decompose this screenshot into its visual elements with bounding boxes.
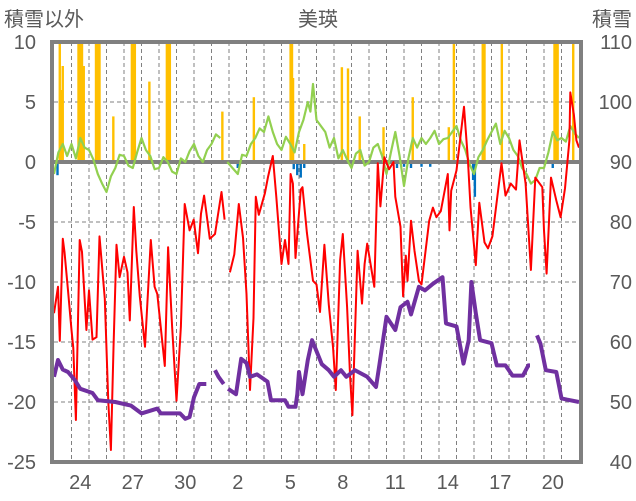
line-series xyxy=(52,82,580,451)
precipitation-bar xyxy=(303,144,306,162)
left-y-tick-label: -25 xyxy=(7,452,36,474)
precipitation-bar xyxy=(112,116,115,162)
x-tick-label: 8 xyxy=(337,472,348,494)
precipitation-bar xyxy=(411,97,414,162)
right-y-tick-label: 110 xyxy=(600,32,632,54)
precipitation-bar xyxy=(556,42,559,162)
temperature-line xyxy=(53,191,226,451)
negative-bar xyxy=(395,162,399,168)
negative-bar xyxy=(296,162,299,176)
negative-bar xyxy=(303,162,306,168)
precipitation-bar xyxy=(291,78,295,162)
precipitation-bar xyxy=(289,42,292,162)
x-tick-label: 5 xyxy=(285,472,296,494)
left-y-tick-label: -15 xyxy=(7,332,36,354)
right-y-tick-label: 80 xyxy=(610,212,632,234)
x-tick-label: 30 xyxy=(174,472,196,494)
precipitation-bar xyxy=(340,67,344,162)
precipitation-bar xyxy=(82,66,85,162)
precipitation-bar xyxy=(252,97,256,162)
negative-bar xyxy=(409,162,413,168)
snow-depth-line xyxy=(213,369,226,386)
left-y-tick-label: 5 xyxy=(25,92,36,114)
precipitation-bar xyxy=(167,42,170,162)
precipitation-bar xyxy=(221,111,224,162)
x-tick-label: 2 xyxy=(232,472,243,494)
precipitation-bar xyxy=(96,42,99,162)
x-tick-label: 24 xyxy=(69,472,91,494)
x-tick-label: 11 xyxy=(385,472,406,494)
right-y-tick-label: 90 xyxy=(610,152,632,174)
precipitation-bar xyxy=(79,42,82,162)
negative-bar xyxy=(299,162,302,178)
precipitation-bar xyxy=(165,42,169,162)
precipitation-bar xyxy=(555,42,558,162)
precipitation-bar xyxy=(58,42,61,162)
x-tick-label: 20 xyxy=(542,472,564,494)
right-y-tick-label: 50 xyxy=(610,392,632,414)
negative-bar xyxy=(292,162,295,170)
negative-bar xyxy=(402,162,406,167)
precipitation-bar xyxy=(130,42,134,162)
precipitation-bar xyxy=(94,42,98,162)
green-series-line xyxy=(52,133,221,194)
x-tick-label: 27 xyxy=(122,472,144,494)
precipitation-bar xyxy=(481,42,484,162)
negative-bar xyxy=(236,162,239,168)
right-y-tick-label: 100 xyxy=(599,92,632,114)
precipitation-bar xyxy=(500,42,504,162)
snow-depth-line xyxy=(52,358,207,421)
negative-bar xyxy=(551,162,554,168)
left-y-tick-label: -10 xyxy=(7,272,36,294)
right-y-tick-label: 70 xyxy=(610,272,632,294)
left-axis-title: 積雪以外 xyxy=(4,8,84,31)
negative-bar xyxy=(56,162,59,176)
x-tick-labels: 24 27 30 2 5 8 11 14 17 20 xyxy=(69,472,564,494)
left-y-tick-label: 0 xyxy=(25,152,36,174)
chart-title: 美瑛 xyxy=(298,8,338,31)
left-y-tick-label: 10 xyxy=(14,32,36,54)
x-tick-label: 14 xyxy=(437,472,459,494)
precipitation-bar xyxy=(168,42,172,162)
right-y-tick-label: 60 xyxy=(610,332,632,354)
precipitation-bar xyxy=(61,66,64,162)
precipitation-bar xyxy=(346,68,350,162)
precipitation-bar xyxy=(572,42,575,162)
temperature-line xyxy=(228,91,580,417)
precipitation-bar xyxy=(148,81,151,162)
negative-bar xyxy=(420,162,423,167)
precipitation-bar xyxy=(132,42,135,162)
left-y-tick-label: -20 xyxy=(7,392,36,414)
right-y-tick-label: 40 xyxy=(610,452,632,474)
precipitation-bar xyxy=(98,42,101,162)
x-tick-label: 17 xyxy=(489,472,511,494)
precipitation-bar xyxy=(133,42,137,162)
green-series-line xyxy=(226,82,580,188)
left-y-tick-label: -5 xyxy=(18,212,36,234)
right-y-tick-labels: 110 100 90 80 70 60 50 40 xyxy=(599,32,632,474)
precipitation-bar xyxy=(452,42,456,162)
negative-bar xyxy=(473,162,477,197)
precipitation-bar xyxy=(447,127,450,162)
plot-frame xyxy=(50,40,583,464)
snow-depth-line xyxy=(535,334,580,404)
negative-bar xyxy=(429,162,432,167)
precipitation-bar xyxy=(382,127,385,162)
left-y-tick-labels: 10 5 0 -5 -10 -15 -20 -25 xyxy=(7,32,36,474)
precipitation-bar xyxy=(358,116,361,162)
precipitation-bar xyxy=(80,42,84,162)
precipitation-bar xyxy=(553,42,556,162)
right-axis-title: 積雪 xyxy=(592,8,632,31)
snow-depth-line xyxy=(226,275,531,409)
precipitation-bar xyxy=(77,42,80,162)
precipitation-bar xyxy=(483,42,486,162)
